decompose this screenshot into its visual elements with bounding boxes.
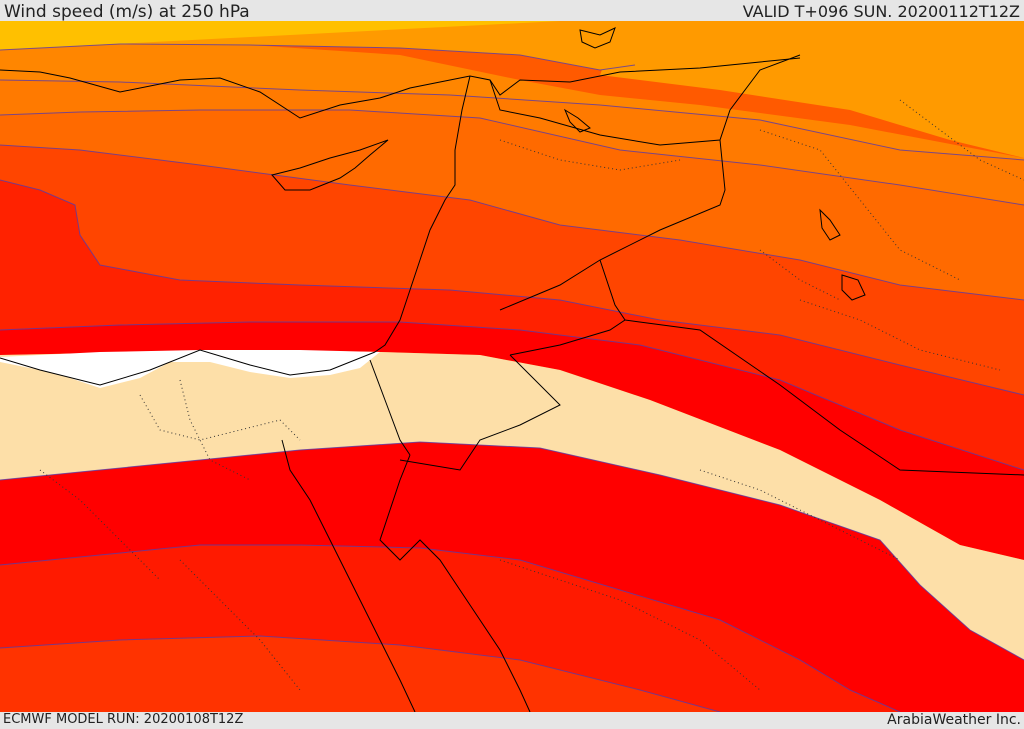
band-orange-red <box>0 145 1024 395</box>
band-amber-lower <box>0 44 1024 160</box>
band-orange-red-lower <box>0 636 720 712</box>
band-light-orange <box>0 80 1024 205</box>
header-bar: Wind speed (m/s) at 250 hPa VALID T+096 … <box>0 0 1024 22</box>
band-low <box>0 350 1024 660</box>
borders-dotted <box>39 99 1024 691</box>
band-red-orange <box>0 180 1024 470</box>
valid-time: VALID T+096 SUN. 20200112T12Z <box>742 2 1020 21</box>
band-lowest <box>0 350 380 388</box>
model-run: ECMWF MODEL RUN: 20200108T12Z <box>3 712 244 727</box>
lake-tharthar <box>819 208 841 241</box>
lake-assad <box>563 108 591 133</box>
band-red-upper <box>0 322 1024 560</box>
footer-bar: ECMWF MODEL RUN: 20200108T12Z ArabiaWeat… <box>0 712 1024 729</box>
wind-speed-map <box>0 21 1024 712</box>
lake-van <box>579 27 616 49</box>
credit: ArabiaWeather Inc. <box>887 712 1021 728</box>
coastlines <box>0 54 1024 712</box>
contour-lines <box>0 43 1024 712</box>
lake-razazza <box>841 274 866 301</box>
band-amber-right <box>600 21 1024 158</box>
band-red-lower <box>0 442 1024 712</box>
chart-title: Wind speed (m/s) at 250 hPa <box>4 2 250 22</box>
band-orange <box>0 110 1024 300</box>
